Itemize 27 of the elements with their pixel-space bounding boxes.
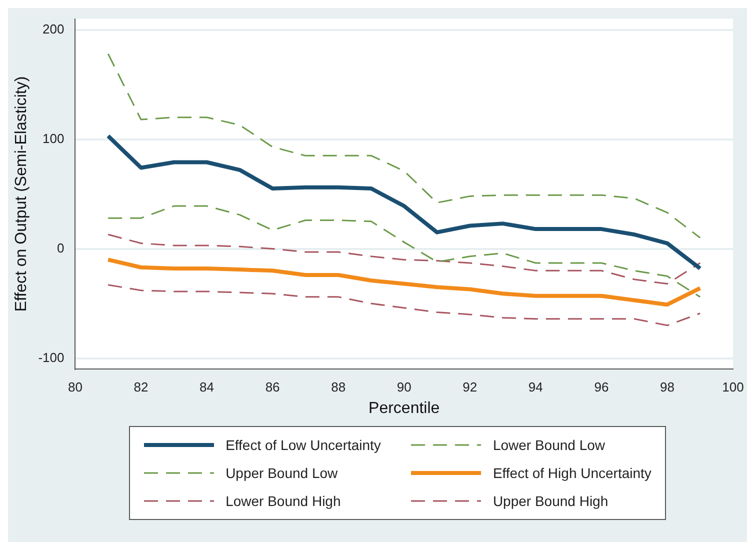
line-series — [107, 234, 701, 285]
x-tick-label: 90 — [396, 380, 412, 395]
legend-label: Effect of High Uncertainty — [492, 465, 652, 481]
line-series — [107, 205, 701, 298]
x-tick-label: 82 — [134, 380, 148, 395]
legend-label: Lower Bound High — [226, 493, 341, 509]
line-series — [107, 284, 701, 326]
x-tick-label: 84 — [200, 380, 214, 395]
x-tick-label: 100 — [722, 380, 744, 395]
x-tick-label: 92 — [462, 380, 478, 395]
x-tick-label: 88 — [331, 380, 346, 395]
legend-label: Upper Bound Low — [226, 465, 338, 481]
legend-label: Lower Bound Low — [492, 437, 606, 453]
x-tick-label: 96 — [594, 380, 609, 395]
y-tick-label: 0 — [56, 240, 64, 256]
x-axis-title: Percentile — [368, 400, 440, 417]
x-tick-label: 94 — [528, 380, 543, 395]
y-tick-label: 100 — [42, 130, 64, 146]
x-tick-label: 98 — [660, 380, 674, 395]
y-axis-title: Effect on Output (Semi-Elasticity) — [13, 76, 30, 312]
y-tick-label: 200 — [42, 21, 64, 36]
line-series — [107, 53, 701, 239]
legend-label: Upper Bound High — [492, 493, 608, 509]
x-tick-label: 86 — [265, 380, 280, 395]
legend-label: Effect of Low Uncertainty — [226, 437, 381, 453]
y-tick-label: -100 — [38, 350, 64, 365]
x-tick-label: 80 — [68, 380, 82, 395]
